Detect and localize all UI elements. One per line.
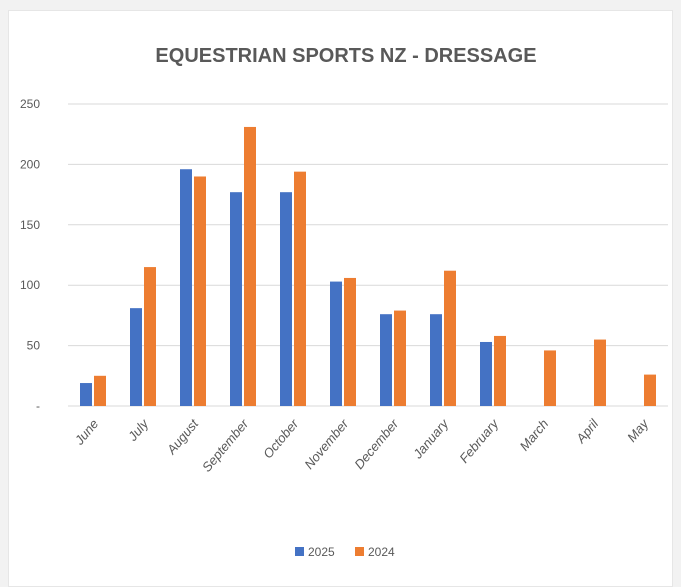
x-tick-label: September <box>199 416 252 475</box>
bar-2024-july <box>144 267 156 406</box>
y-tick-label: 200 <box>20 157 40 171</box>
bar-2025-june <box>80 383 92 406</box>
bar-2024-february <box>494 335 506 406</box>
bar-2025-january <box>430 314 442 406</box>
y-tick-label: 50 <box>27 339 41 353</box>
bar-2025-september <box>230 192 242 406</box>
legend-swatch <box>355 547 364 556</box>
x-tick-label: June <box>71 416 101 448</box>
x-tick-label: March <box>517 416 552 453</box>
y-tick-label: 250 <box>20 97 40 111</box>
x-tick-label: January <box>409 415 452 462</box>
bar-2025-february <box>480 341 492 406</box>
bar-2025-november <box>330 281 342 406</box>
legend-swatch <box>295 547 304 556</box>
x-tick-label: May <box>624 415 652 445</box>
bar-2024-april <box>594 339 606 406</box>
chart-title: EQUESTRIAN SPORTS NZ - DRESSAGE <box>155 45 536 67</box>
x-tick-label: February <box>456 415 502 466</box>
bar-2025-august <box>180 169 192 406</box>
y-tick-label: 100 <box>20 278 40 292</box>
bar-2024-october <box>294 171 306 406</box>
x-tick-label: August <box>163 415 202 457</box>
bar-2024-june <box>94 375 106 406</box>
x-tick-label: December <box>351 416 401 472</box>
bar-2024-may <box>644 374 656 406</box>
bar-2024-march <box>544 350 556 406</box>
legend: 2025 2024 <box>295 545 395 559</box>
y-tick-label: 150 <box>20 218 40 232</box>
legend-label: 2025 <box>308 545 335 559</box>
bar-2025-december <box>380 314 392 406</box>
bar-2025-october <box>280 192 292 406</box>
legend-label: 2024 <box>368 545 395 559</box>
bar-2024-november <box>344 277 356 406</box>
bar-2024-september <box>244 126 256 407</box>
y-axis-ticks: - 50 100 150 200 250 <box>20 97 40 413</box>
gridlines <box>68 103 668 407</box>
y-tick-label: - <box>36 399 40 413</box>
bar-2024-january <box>444 270 456 406</box>
bars <box>80 126 656 407</box>
x-tick-label: October <box>260 416 302 462</box>
bar-2024-december <box>394 310 406 406</box>
x-tick-label: November <box>301 416 351 472</box>
x-tick-label: April <box>572 415 602 446</box>
bar-2024-august <box>194 176 206 406</box>
bar-2025-july <box>130 308 142 406</box>
x-tick-label: July <box>124 415 152 444</box>
